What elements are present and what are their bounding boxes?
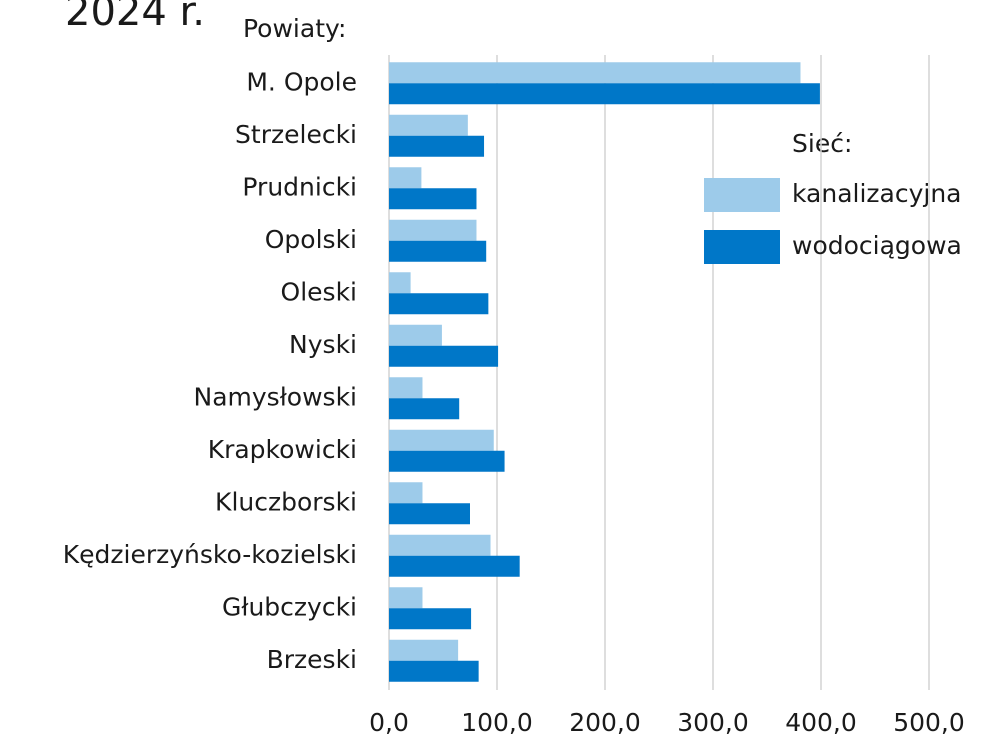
- bar: [389, 503, 470, 525]
- x-tick-label: 0,0: [369, 708, 409, 737]
- y-tick-label: Kluczborski: [215, 487, 357, 516]
- bar: [389, 398, 460, 420]
- bar: [389, 587, 423, 609]
- bar: [389, 639, 459, 661]
- y-tick-label: Krapkowicki: [208, 435, 357, 464]
- y-tick-label: Głubczycki: [222, 592, 357, 621]
- bar: [389, 62, 801, 84]
- bar: [389, 608, 472, 630]
- x-tick-label: 200,0: [569, 708, 641, 737]
- x-tick-label: 300,0: [677, 708, 749, 737]
- legend-label: kanalizacyjna: [792, 179, 962, 208]
- y-tick-label: Oleski: [281, 277, 357, 306]
- y-tick-label: Kędzierzyńsko-kozielski: [63, 540, 357, 569]
- legend-swatch: [704, 230, 780, 264]
- bar: [389, 429, 494, 451]
- y-tick-label: Prudnicki: [242, 172, 357, 201]
- bar: [389, 272, 411, 294]
- y-tick-label: Brzeski: [267, 645, 357, 674]
- y-tick-label: Strzelecki: [235, 120, 357, 149]
- chart-title: 2024 r.: [65, 0, 205, 35]
- legend-title: Sieć:: [792, 129, 852, 158]
- bar: [389, 482, 423, 504]
- bar: [389, 114, 468, 136]
- x-tick-label: 500,0: [893, 708, 965, 737]
- bar: [389, 377, 423, 399]
- legend-label: wodociągowa: [792, 231, 962, 260]
- y-tick-label: Opolski: [265, 225, 357, 254]
- legend-swatch: [704, 178, 780, 212]
- bar: [389, 167, 422, 189]
- bar: [389, 83, 820, 105]
- bar: [389, 219, 477, 241]
- bar: [389, 240, 487, 262]
- axis-label: Powiaty:: [243, 14, 346, 43]
- bar: [389, 534, 491, 556]
- y-tick-label: Nyski: [289, 330, 357, 359]
- x-tick-label: 400,0: [785, 708, 857, 737]
- bar: [389, 555, 520, 577]
- bar: [389, 660, 479, 682]
- bar: [389, 135, 485, 157]
- bar: [389, 188, 477, 210]
- y-tick-label: M. Opole: [246, 67, 357, 96]
- x-tick-label: 100,0: [461, 708, 533, 737]
- y-tick-label: Namysłowski: [194, 382, 358, 411]
- bar: [389, 324, 442, 346]
- bar: [389, 450, 505, 472]
- bar: [389, 345, 499, 367]
- bar: [389, 293, 489, 315]
